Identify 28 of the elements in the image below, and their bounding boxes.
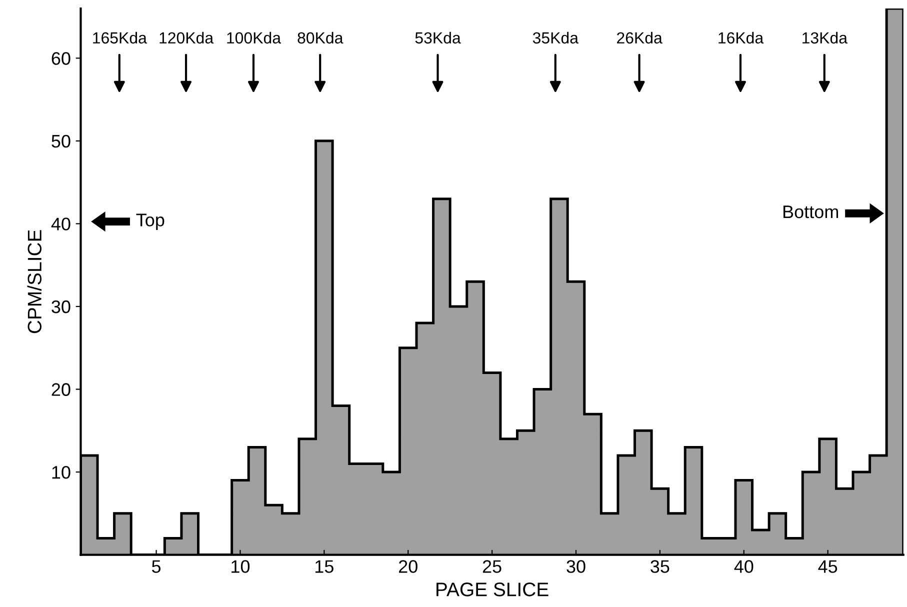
y-tick-label: 50 — [52, 134, 70, 148]
x-tick-label: 40 — [734, 560, 754, 573]
x-tick-label: 15 — [315, 560, 334, 573]
x-tick-label: 45 — [818, 560, 838, 573]
annotation: 165Kda — [93, 32, 147, 44]
y-tick-label: 40 — [51, 218, 70, 230]
annotation: 80Kda — [298, 32, 344, 44]
x-tick-label: 35 — [650, 560, 670, 573]
annotation: Bottom — [783, 206, 838, 218]
annotation: 53Kda — [415, 32, 461, 44]
annotation: 35Kda — [532, 32, 578, 44]
annotation: 26Kda — [617, 32, 662, 44]
x-tick-label: 20 — [398, 560, 418, 573]
x-axis-title: PAGE SLICE — [436, 582, 548, 596]
annotation: 13Kda — [802, 32, 848, 44]
annotation: Top — [136, 214, 164, 230]
x-tick-label: 30 — [566, 560, 586, 573]
y-tick-label: 60 — [52, 52, 70, 65]
annotation: 120Kda — [160, 32, 214, 44]
y-axis-title: CPM/SLICE — [27, 230, 42, 334]
y-tick-label: 30 — [52, 300, 70, 314]
x-tick-label: 25 — [482, 560, 502, 573]
y-tick-label: 20 — [52, 383, 70, 396]
annotation: 100Kda — [227, 32, 282, 44]
annotation: 16Kda — [718, 32, 764, 44]
y-tick-label: 10 — [52, 466, 70, 479]
x-tick-label: 5 — [152, 560, 161, 573]
x-tick-label: 10 — [232, 560, 250, 573]
